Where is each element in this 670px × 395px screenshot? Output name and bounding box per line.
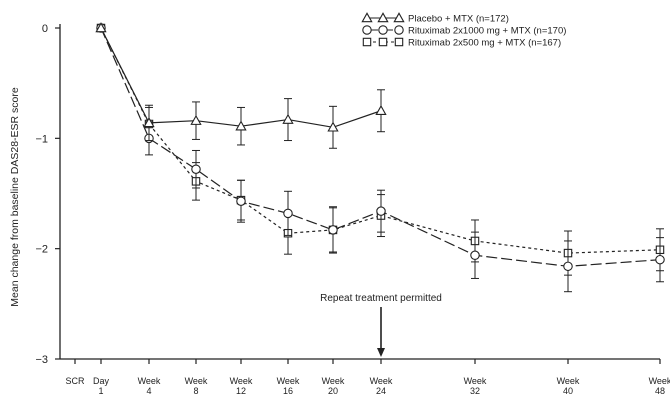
x-tick-label-sub: 40: [563, 386, 573, 395]
x-tick-label: Week: [277, 376, 300, 386]
data-point-square: [378, 37, 388, 47]
data-point-circle: [376, 206, 386, 216]
annotation-arrow-head: [377, 348, 385, 357]
series-line: [100, 27, 661, 267]
data-point-circle: [328, 225, 338, 235]
y-tick-label: 0: [42, 23, 48, 35]
x-tick-label-sub: 12: [236, 386, 246, 395]
y-axis-title: Mean change from baseline DAS28-ESR scor…: [9, 87, 21, 307]
x-tick-label-sub: 20: [328, 386, 338, 395]
x-tick-label-sub: 8: [193, 386, 198, 395]
series-triangle: [95, 22, 387, 149]
data-point-triangle: [190, 114, 202, 125]
data-point-triangle: [143, 117, 155, 128]
y-tick-label: −2: [35, 244, 48, 256]
legend-label: Rituximab 2x1000 mg + MTX (n=170): [408, 26, 566, 37]
series-square: [96, 23, 665, 276]
x-tick-label-sub: 1: [98, 386, 103, 395]
x-tick-label: Day: [93, 376, 110, 386]
data-point-circle: [362, 25, 372, 35]
annotation-layer: Repeat treatment permitted: [320, 293, 442, 357]
series-layer: [95, 22, 665, 293]
x-tick-label: Week: [185, 376, 208, 386]
legend-label: Placebo + MTX (n=172): [408, 14, 509, 25]
legend-item-triangle: Placebo + MTX (n=172): [361, 12, 509, 25]
data-point-triangle: [375, 104, 387, 115]
data-point-circle: [470, 250, 480, 261]
data-point-circle: [563, 261, 573, 272]
series-circle: [96, 23, 665, 293]
x-tick-label: Week: [649, 376, 670, 386]
x-tick-label: Week: [370, 376, 393, 386]
data-point-circle: [283, 208, 293, 219]
y-tick-label: −1: [35, 133, 48, 145]
x-tick-label-sub: 4: [146, 386, 151, 395]
data-point-square: [394, 37, 404, 47]
legend-label: Rituximab 2x500 mg + MTX (n=167): [408, 38, 561, 49]
x-tick-label-sub: 24: [376, 386, 386, 395]
data-point-triangle: [235, 120, 247, 131]
x-tick-label-sub: 32: [470, 386, 480, 395]
data-point-circle: [378, 25, 388, 35]
x-tick-label-sub: 48: [655, 386, 665, 395]
data-point-square: [362, 37, 372, 47]
annotation-text: Repeat treatment permitted: [320, 293, 442, 304]
x-tick-label: Week: [464, 376, 487, 386]
x-tick-label: SCR: [65, 376, 85, 386]
data-point-circle: [236, 196, 246, 206]
legend: Placebo + MTX (n=172)Rituximab 2x1000 mg…: [361, 12, 566, 49]
series-line: [100, 27, 661, 254]
x-tick-label: Week: [230, 376, 253, 386]
y-tick-label: −3: [35, 354, 48, 366]
data-point-triangle: [393, 12, 405, 23]
x-tick-label: Week: [322, 376, 345, 386]
x-tick-label: Week: [557, 376, 580, 386]
data-point-circle: [655, 254, 665, 265]
data-point-triangle: [282, 113, 294, 124]
data-point-circle: [191, 164, 201, 174]
x-tick-label-sub: 16: [283, 386, 293, 395]
data-point-triangle: [95, 22, 107, 33]
data-point-circle: [394, 25, 404, 35]
data-point-triangle: [327, 121, 339, 132]
data-point-triangle: [361, 12, 373, 23]
x-tick-label: Week: [138, 376, 161, 386]
legend-item-square: Rituximab 2x500 mg + MTX (n=167): [362, 37, 561, 49]
data-point-triangle: [377, 12, 389, 23]
legend-item-circle: Rituximab 2x1000 mg + MTX (n=170): [362, 25, 566, 37]
